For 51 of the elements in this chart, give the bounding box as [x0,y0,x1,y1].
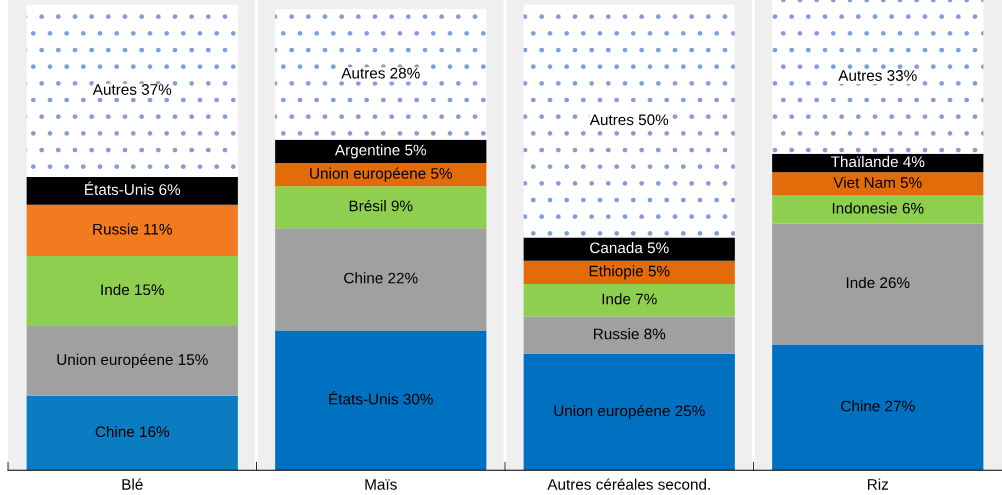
bar [523,316,735,354]
data-label: Chine 27% [841,400,915,412]
data-label: Union européene 15% [57,353,208,369]
data-label: États-Unis 30% [329,391,433,405]
data-label: Brésil 9% [349,199,413,212]
bar [523,4,735,238]
data-label: Canada 5% [590,241,669,254]
bar [26,325,238,396]
bar [275,9,487,140]
data-label: Inde 15% [101,283,164,296]
x-tick-label: Blé [122,478,143,490]
bar [26,204,238,257]
data-label: États-Unis 6% [85,181,181,195]
bar [772,195,984,224]
data-label: Ethiopie 5% [589,265,670,280]
bar [275,186,487,229]
x-tick-label: Maïs [365,479,397,490]
x-tick-label: Riz [867,478,889,490]
bar [523,353,735,471]
bar [26,256,238,326]
bar [772,223,984,345]
bar [772,0,984,154]
data-label: Autres 28% [341,67,420,79]
bar [523,237,735,261]
data-label: Chine 16% [95,425,170,438]
data-label: Russie 11% [93,223,172,235]
data-label: Inde 26% [846,276,910,289]
bar [26,395,238,471]
bar [523,284,735,317]
data-label: Union européene 5% [310,167,452,182]
data-label: Indonesie 6% [832,202,924,214]
data-label: Inde 7% [602,293,657,305]
bar [275,139,487,163]
bar [275,162,487,187]
data-label: Union européene 25% [554,404,705,420]
data-label: Chine 22% [344,272,418,284]
bar [523,260,735,285]
bar [26,176,238,205]
data-label: Thaïlande 4% [830,155,925,168]
data-label: Argentine 5% [334,144,427,159]
bar [26,4,238,177]
bar [772,344,984,471]
data-label: Autres 50% [589,114,669,126]
data-label: Viet Nam 5% [833,176,922,189]
bar [275,228,487,331]
data-label: Autres 33% [838,70,917,81]
bar [772,172,984,196]
x-tick-label: Autres céréales second. [547,478,710,490]
data-label: Autres 37% [92,84,172,95]
bar [275,330,487,471]
data-label: Russie 8% [594,328,666,340]
